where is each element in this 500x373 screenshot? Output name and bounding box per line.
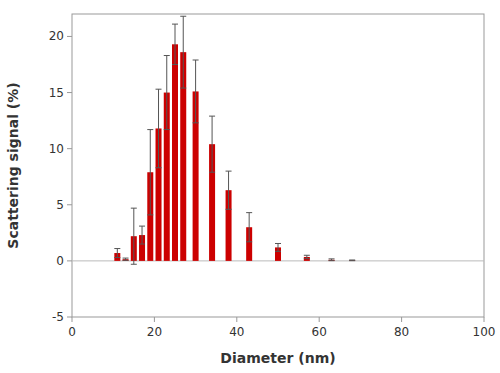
error-bar bbox=[114, 249, 120, 258]
x-axis: 0 20 40 60 80 100 bbox=[68, 317, 495, 339]
bar bbox=[172, 44, 178, 261]
y-tick bbox=[67, 148, 72, 149]
y-tick bbox=[67, 36, 72, 37]
chart-svg: 0 20 40 60 80 100 -5 0 5 10 15 20 Diameter (nm) Scatt… bbox=[0, 0, 500, 373]
x-axis-label: Diameter (nm) bbox=[220, 350, 335, 366]
error-bar bbox=[304, 255, 310, 258]
x-tick bbox=[319, 317, 320, 322]
y-axis: -5 0 5 10 15 20 bbox=[49, 29, 72, 324]
x-tick-label: 40 bbox=[229, 325, 244, 339]
x-tick bbox=[484, 317, 485, 322]
x-tick-label: 100 bbox=[473, 325, 496, 339]
chart-container: 0 20 40 60 80 100 -5 0 5 10 15 20 Diameter (nm) Scatt… bbox=[0, 0, 500, 373]
x-tick-label: 20 bbox=[147, 325, 162, 339]
error-bar bbox=[193, 60, 199, 123]
error-bar bbox=[131, 208, 137, 264]
y-tick-label: 0 bbox=[56, 254, 64, 268]
error-bar bbox=[180, 16, 186, 88]
error-bar bbox=[123, 258, 129, 260]
bars bbox=[72, 16, 484, 264]
y-tick-label: -5 bbox=[52, 310, 64, 324]
error-bar bbox=[349, 259, 355, 261]
y-tick-label: 20 bbox=[49, 29, 64, 43]
error-bar bbox=[147, 130, 153, 215]
y-tick bbox=[67, 260, 72, 261]
y-tick bbox=[67, 92, 72, 93]
error-bar bbox=[209, 116, 215, 172]
error-bar bbox=[172, 24, 178, 64]
x-tick bbox=[236, 317, 237, 322]
plot-frame bbox=[72, 14, 484, 317]
x-tick bbox=[154, 317, 155, 322]
bar bbox=[329, 260, 335, 261]
error-bar bbox=[139, 226, 145, 244]
x-tick bbox=[72, 317, 73, 322]
x-tick bbox=[401, 317, 402, 322]
y-tick-label: 5 bbox=[56, 198, 64, 212]
error-bar bbox=[246, 213, 252, 242]
error-bar bbox=[226, 171, 232, 209]
x-tick-label: 0 bbox=[68, 325, 76, 339]
bar bbox=[349, 260, 355, 262]
error-bar bbox=[275, 243, 281, 251]
error-bar bbox=[329, 259, 335, 261]
y-axis-label: Scattering signal (%) bbox=[5, 82, 21, 248]
y-tick-label: 15 bbox=[49, 86, 64, 100]
y-tick bbox=[67, 317, 72, 318]
y-tick bbox=[67, 204, 72, 205]
error-bar bbox=[164, 56, 170, 130]
x-tick-label: 80 bbox=[394, 325, 409, 339]
x-tick-label: 60 bbox=[312, 325, 327, 339]
y-tick-label: 10 bbox=[49, 142, 64, 156]
error-bar bbox=[156, 89, 162, 168]
